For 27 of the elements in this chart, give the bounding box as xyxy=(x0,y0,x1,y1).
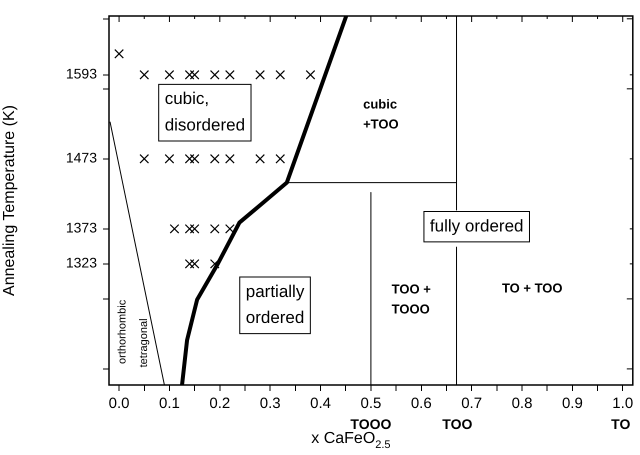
text: TO xyxy=(611,416,630,432)
annotation: TO + TOO xyxy=(502,280,563,296)
x-tick-label: 0.7 xyxy=(461,395,482,412)
x-tick-label: 0.0 xyxy=(108,395,130,412)
x-tick-label: 0.2 xyxy=(209,395,230,412)
annotation: partially ordered xyxy=(246,282,305,328)
annotation: cubic +TOO xyxy=(363,96,399,132)
x-tick-label: 0.5 xyxy=(360,395,382,412)
y-tick-label: 1373 xyxy=(66,220,98,236)
x-tick-label: 0.1 xyxy=(159,395,180,412)
x-tick-label: 0.4 xyxy=(310,395,331,412)
annotation: orthorhombic xyxy=(116,299,129,364)
x-tick-label: 0.3 xyxy=(260,395,281,412)
x-tick-label: 1.0 xyxy=(612,395,634,412)
annotation: fully ordered xyxy=(430,216,524,236)
annotation: TOO + TOOO xyxy=(392,281,432,316)
text: TOOO xyxy=(350,416,392,432)
x-tick-label: 0.9 xyxy=(562,395,583,412)
y-tick-label: 1593 xyxy=(66,66,98,82)
annotation: cubic, disordered xyxy=(164,89,246,135)
x-tick-label: 0.8 xyxy=(512,395,532,412)
y-tick-label: 1473 xyxy=(66,150,98,166)
text: TOO xyxy=(442,416,472,432)
y-axis-title: Annealing Temperature (K) xyxy=(1,105,18,296)
annotation: tetragonal xyxy=(138,318,150,368)
y-tick-label: 1323 xyxy=(66,254,98,271)
x-tick-label: 0.6 xyxy=(410,395,432,412)
